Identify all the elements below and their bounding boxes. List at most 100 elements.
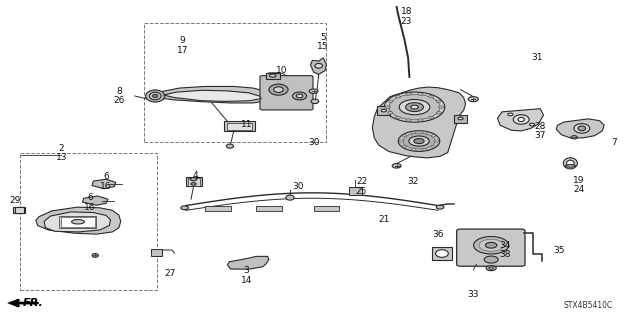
Ellipse shape xyxy=(571,136,577,139)
Text: 28
37: 28 37 xyxy=(534,122,546,140)
Ellipse shape xyxy=(486,266,496,271)
Bar xyxy=(188,178,200,186)
Polygon shape xyxy=(92,179,116,189)
Ellipse shape xyxy=(274,87,284,93)
Bar xyxy=(349,187,362,195)
Ellipse shape xyxy=(565,165,575,167)
Ellipse shape xyxy=(422,148,427,151)
Text: 21: 21 xyxy=(378,215,390,224)
Ellipse shape xyxy=(399,140,403,142)
Text: 36: 36 xyxy=(433,230,444,239)
Polygon shape xyxy=(83,196,108,205)
Ellipse shape xyxy=(418,119,423,121)
Ellipse shape xyxy=(227,144,234,148)
Ellipse shape xyxy=(412,148,416,151)
Ellipse shape xyxy=(436,250,449,257)
Ellipse shape xyxy=(150,92,161,100)
Ellipse shape xyxy=(388,112,393,114)
Polygon shape xyxy=(151,86,269,103)
Text: 27: 27 xyxy=(164,269,175,278)
Bar xyxy=(266,73,280,78)
Text: 18
23: 18 23 xyxy=(401,7,412,26)
Polygon shape xyxy=(164,90,261,101)
Ellipse shape xyxy=(529,123,534,126)
Ellipse shape xyxy=(191,183,196,185)
Text: 30: 30 xyxy=(292,182,303,191)
Text: 29: 29 xyxy=(9,196,20,205)
Ellipse shape xyxy=(429,95,434,98)
Text: FR.: FR. xyxy=(23,298,44,308)
Ellipse shape xyxy=(513,115,529,124)
FancyBboxPatch shape xyxy=(457,229,525,266)
Ellipse shape xyxy=(518,117,524,122)
Ellipse shape xyxy=(190,178,196,181)
Ellipse shape xyxy=(436,112,441,114)
Polygon shape xyxy=(372,87,466,158)
Ellipse shape xyxy=(489,267,493,269)
Text: 5
15: 5 15 xyxy=(317,33,329,51)
Ellipse shape xyxy=(468,97,478,102)
Ellipse shape xyxy=(398,131,440,152)
Bar xyxy=(224,122,255,131)
Ellipse shape xyxy=(484,256,498,263)
Ellipse shape xyxy=(566,160,574,167)
Ellipse shape xyxy=(384,92,445,122)
Ellipse shape xyxy=(439,106,444,108)
Ellipse shape xyxy=(435,140,439,142)
Ellipse shape xyxy=(403,135,407,137)
Ellipse shape xyxy=(508,113,513,116)
Bar xyxy=(151,249,163,256)
Ellipse shape xyxy=(429,116,434,119)
Ellipse shape xyxy=(403,133,435,149)
Ellipse shape xyxy=(92,254,99,257)
Ellipse shape xyxy=(409,136,429,146)
Text: 3
14: 3 14 xyxy=(241,266,252,285)
Polygon shape xyxy=(227,256,269,269)
Polygon shape xyxy=(556,119,604,138)
Ellipse shape xyxy=(485,242,497,248)
Ellipse shape xyxy=(381,109,387,112)
Ellipse shape xyxy=(392,164,401,168)
Ellipse shape xyxy=(269,74,276,77)
Text: 2
13: 2 13 xyxy=(56,144,67,162)
Ellipse shape xyxy=(292,92,307,100)
Ellipse shape xyxy=(388,100,393,103)
Text: 7: 7 xyxy=(611,137,616,146)
Ellipse shape xyxy=(385,106,390,108)
Text: 34
38: 34 38 xyxy=(499,241,511,259)
Text: 6
16: 6 16 xyxy=(100,172,112,191)
Text: 10: 10 xyxy=(276,66,287,75)
Ellipse shape xyxy=(574,123,590,133)
Text: 33: 33 xyxy=(467,290,479,299)
Ellipse shape xyxy=(474,236,509,254)
Text: 6
16: 6 16 xyxy=(84,193,96,212)
Ellipse shape xyxy=(296,94,303,98)
Bar xyxy=(432,248,452,260)
Ellipse shape xyxy=(406,93,411,95)
Text: 32: 32 xyxy=(407,177,419,186)
Ellipse shape xyxy=(418,93,423,95)
Bar xyxy=(60,216,97,228)
Ellipse shape xyxy=(399,100,430,115)
Bar xyxy=(186,177,202,187)
Bar xyxy=(454,115,467,123)
Text: 19
24: 19 24 xyxy=(573,175,584,194)
Ellipse shape xyxy=(396,95,401,98)
Bar xyxy=(61,217,95,227)
Bar xyxy=(13,206,25,213)
Ellipse shape xyxy=(563,158,577,169)
Ellipse shape xyxy=(315,63,323,68)
Ellipse shape xyxy=(406,119,411,121)
Polygon shape xyxy=(36,207,121,234)
Ellipse shape xyxy=(431,145,436,147)
Polygon shape xyxy=(310,58,326,74)
Bar xyxy=(314,206,339,211)
Text: 31: 31 xyxy=(531,53,543,62)
Text: 11: 11 xyxy=(241,120,252,129)
Text: 4: 4 xyxy=(193,171,198,180)
Ellipse shape xyxy=(311,99,319,104)
FancyBboxPatch shape xyxy=(260,76,313,110)
Ellipse shape xyxy=(389,94,440,120)
Ellipse shape xyxy=(422,131,427,134)
Ellipse shape xyxy=(411,105,419,109)
